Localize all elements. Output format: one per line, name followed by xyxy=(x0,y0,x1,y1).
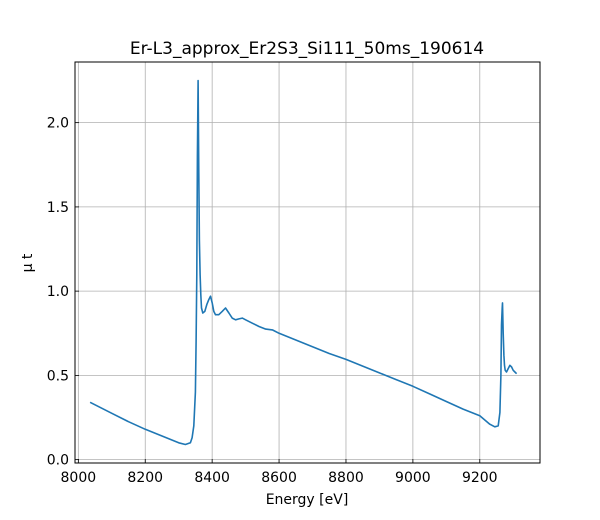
x-tick-label: 8000 xyxy=(61,470,97,486)
y-tick-label: 1.0 xyxy=(47,284,69,300)
x-axis-title: Energy [eV] xyxy=(266,492,349,508)
y-tick-label: 1.5 xyxy=(47,200,69,216)
y-tick-label: 2.0 xyxy=(47,116,69,132)
y-tick-label: 0.0 xyxy=(47,453,69,469)
x-tick-label: 8600 xyxy=(261,470,297,486)
x-tick-label: 8800 xyxy=(328,470,364,486)
ticks: 8000 8200 8400 8600 8800 9000 9200 0.0 0.5 1.0 1.5… xyxy=(47,116,498,486)
grid xyxy=(75,62,540,463)
x-tick-label: 8200 xyxy=(127,470,163,486)
x-tick-label: 9200 xyxy=(462,470,498,486)
series-line xyxy=(89,79,518,446)
plot-frame xyxy=(74,61,541,464)
y-axis-title: μ t xyxy=(20,253,36,272)
x-tick-label: 8400 xyxy=(194,470,230,486)
chart-title: Er-L3_approx_Er2S3_Si111_50ms_190614 xyxy=(130,39,484,59)
series-group xyxy=(89,79,518,446)
x-tick-label: 9000 xyxy=(395,470,431,486)
y-tick-label: 0.5 xyxy=(47,368,69,384)
